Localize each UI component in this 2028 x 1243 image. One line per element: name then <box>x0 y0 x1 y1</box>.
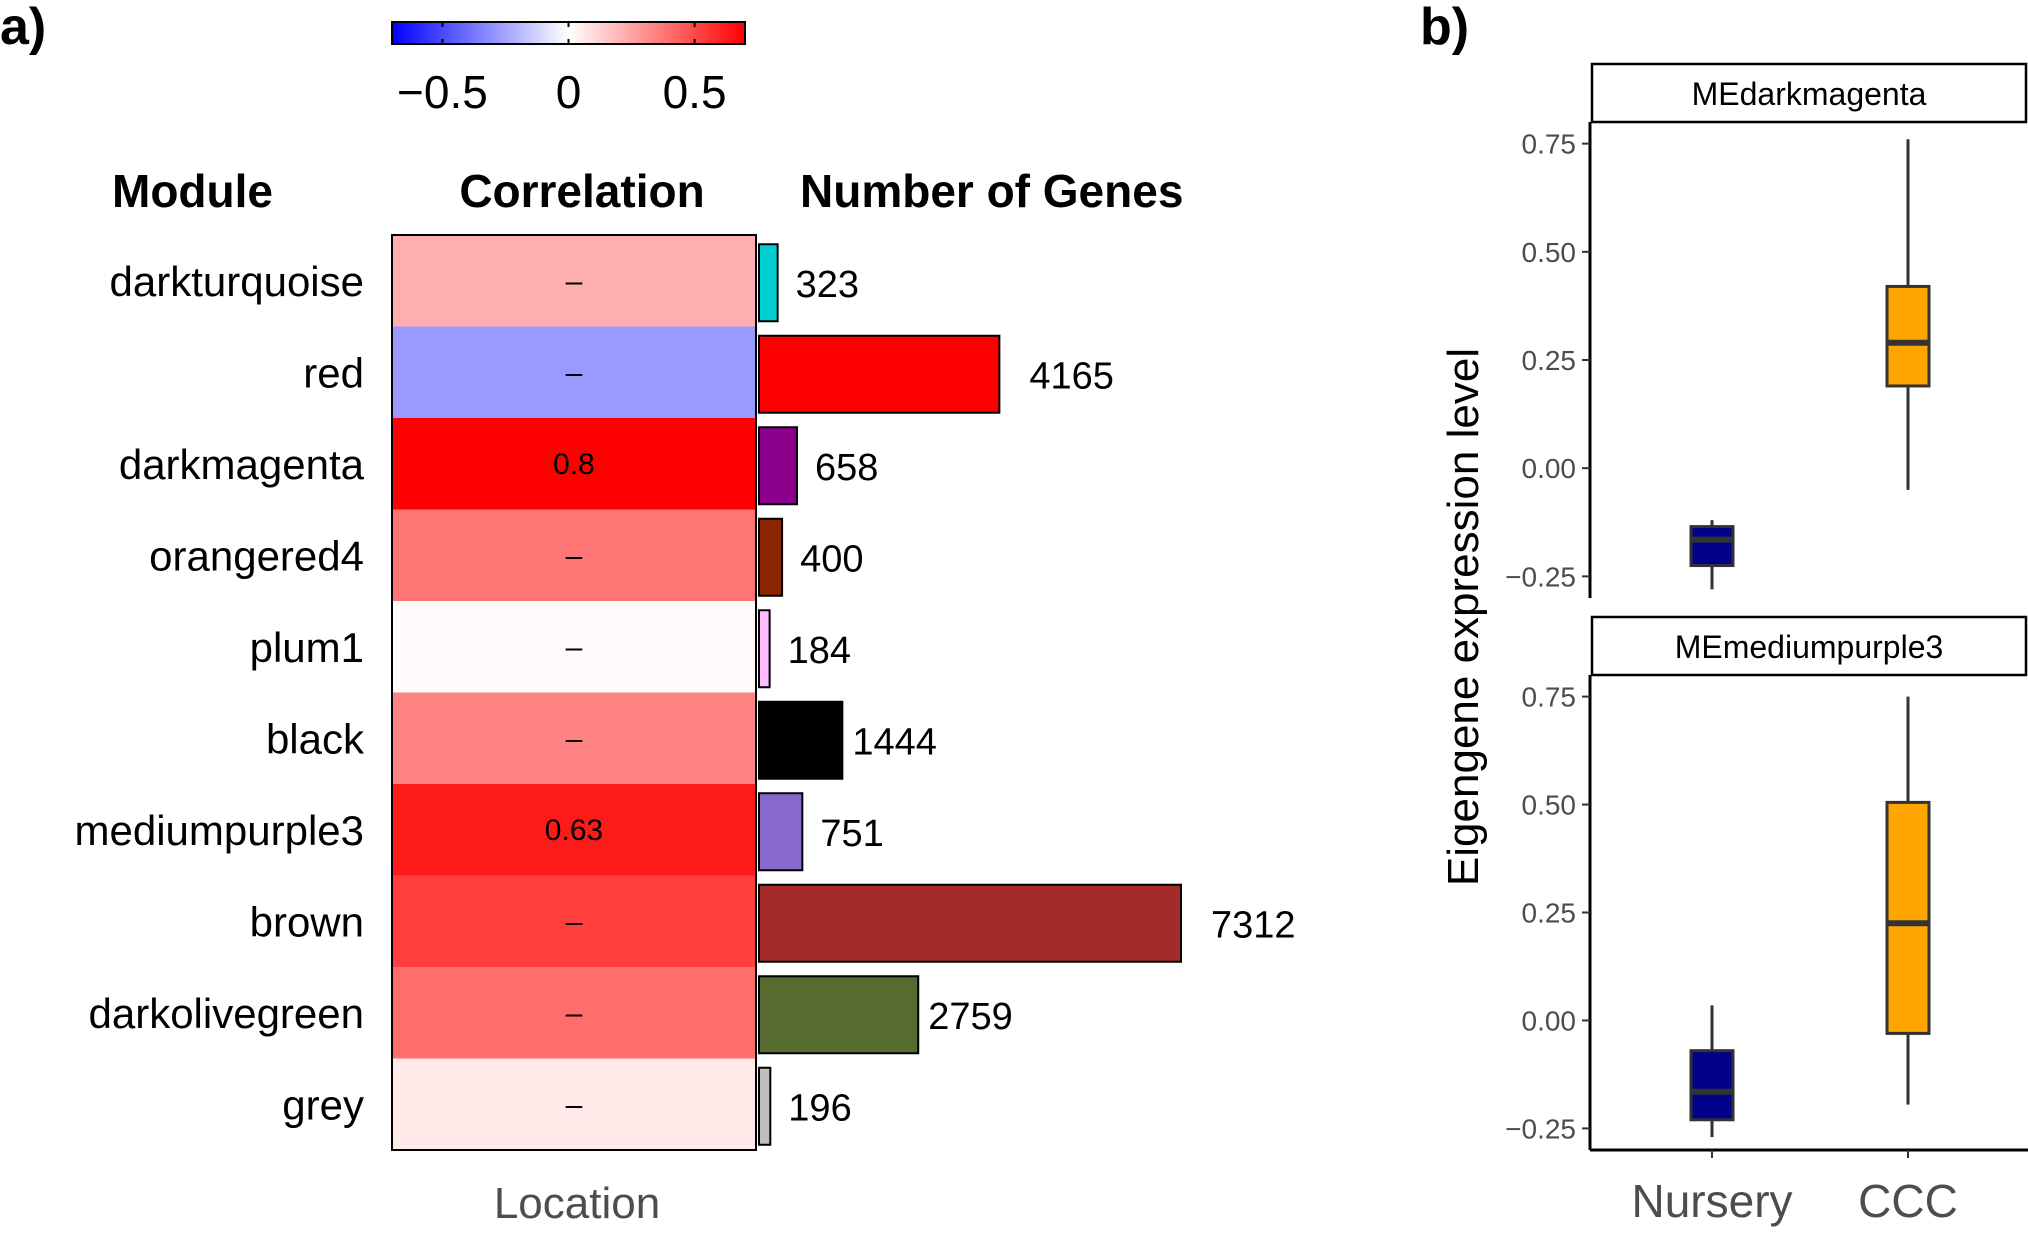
heatmap-cell <box>392 418 756 510</box>
gene-count-label: 184 <box>788 630 851 672</box>
y-tick-label: −0.25 <box>1505 561 1576 592</box>
box-body <box>1885 800 1931 1035</box>
heatmap-cell <box>392 875 756 968</box>
heatmap-cell <box>392 784 756 876</box>
facet-strip <box>1590 62 2028 124</box>
colorbar-tick-label: −0.5 <box>397 66 488 118</box>
heatmap-cell-label: – <box>566 356 583 389</box>
module-label: plum1 <box>250 624 364 671</box>
module-label: darkturquoise <box>110 258 364 305</box>
y-tick-label: 0.50 <box>1522 790 1577 821</box>
module-label: black <box>266 715 365 762</box>
heatmap-cell-label: – <box>566 631 583 664</box>
module-label: brown <box>250 898 364 945</box>
heatmap-cell <box>392 692 756 785</box>
heatmap-cell-label: – <box>566 722 583 755</box>
heatmap-cell <box>392 967 756 1059</box>
y-tick-label: −0.25 <box>1505 1113 1576 1144</box>
gene-count-bar <box>758 1066 772 1146</box>
heatmap-cell-label: – <box>566 1088 583 1121</box>
facet-title: MEmediumpurple3 <box>1675 629 1944 665</box>
module-label: red <box>303 349 364 396</box>
colorbar: −0.5 0 0.5 <box>391 21 746 118</box>
gene-count-label: 658 <box>815 447 878 489</box>
gene-count-label: 323 <box>796 264 859 306</box>
y-tick-label: 0.00 <box>1522 1005 1577 1036</box>
x-tick-label: Nursery <box>1631 1175 1792 1227</box>
header-correlation: Correlation <box>459 165 704 217</box>
heatmap-cell-label: 0.8 <box>553 448 595 481</box>
y-tick-label: 0.25 <box>1522 898 1577 929</box>
colorbar-ticks: −0.5 0 0.5 <box>397 22 727 118</box>
heatmap-cell <box>392 509 756 602</box>
heatmap-cell-label: – <box>566 905 583 938</box>
heatmap-cell <box>392 601 756 693</box>
module-label: darkolivegreen <box>88 990 364 1037</box>
facet-title: MEdarkmagenta <box>1692 76 1927 112</box>
facet-strip <box>1590 615 2028 677</box>
y-tick-label: 0.25 <box>1522 345 1577 376</box>
correlation-heatmap: – darkturquoise – red 0.8 darkmagenta – oranger… <box>75 234 757 1151</box>
gene-count-bar <box>758 517 784 597</box>
module-label: darkmagenta <box>119 441 365 488</box>
gene-count-label: 196 <box>788 1087 851 1129</box>
gene-count-label: 751 <box>820 813 883 855</box>
colorbar-tick-label: 0 <box>556 66 582 118</box>
boxplot-y-label: Eigengene expression level <box>1439 348 1488 886</box>
module-label: orangered4 <box>149 532 364 579</box>
module-label: grey <box>282 1081 364 1128</box>
gene-count-label: 7312 <box>1211 904 1296 946</box>
x-tick-label: CCC <box>1858 1175 1958 1227</box>
gene-count-bar <box>758 243 779 323</box>
header-module: Module <box>112 165 273 217</box>
y-tick-label: 0.50 <box>1522 237 1577 268</box>
heatmap-cell <box>392 1058 756 1151</box>
header-genes: Number of Genes <box>800 165 1183 217</box>
module-label: mediumpurple3 <box>75 807 365 854</box>
heatmap-cell <box>392 235 756 327</box>
colorbar-tick-label: 0.5 <box>663 66 727 118</box>
gene-count-bar <box>758 792 804 872</box>
y-tick-label: 0.00 <box>1522 453 1577 484</box>
heatmap-cell <box>392 326 756 419</box>
gene-count-bar <box>758 700 844 780</box>
heatmap-cell-label: 0.63 <box>545 814 603 847</box>
gene-count-bar <box>758 426 798 506</box>
box-body <box>1885 284 1931 388</box>
gene-count-bar <box>758 609 771 689</box>
panel-b-label: b) <box>1420 0 1469 56</box>
gene-count-bar <box>758 883 1182 963</box>
heatmap-cell-label: – <box>566 997 583 1030</box>
box-body <box>1689 1049 1735 1122</box>
heatmap-cell-label: – <box>566 265 583 298</box>
heatmap-cell-label: – <box>566 539 583 572</box>
y-tick-label: 0.75 <box>1522 682 1577 713</box>
boxplot-panels: MEdarkmagenta −0.25 0.00 0.25 0.50 0.75 MEmedi… <box>1505 62 2028 1227</box>
heatmap-x-label: Location <box>494 1179 660 1228</box>
box-body <box>1689 525 1735 568</box>
gene-count-label: 400 <box>800 538 863 580</box>
gene-count-label: 4165 <box>1029 355 1114 397</box>
gene-count-bar <box>758 334 1001 414</box>
y-tick-label: 0.75 <box>1522 129 1577 160</box>
gene-count-bar <box>758 975 920 1055</box>
gene-count-bars: 323 4165 658 400 184 1444 751 7312 2759 196 <box>758 243 1296 1146</box>
heatmap-border <box>391 234 757 1151</box>
panel-a-label: a) <box>0 0 46 56</box>
gene-count-label: 2759 <box>928 996 1013 1038</box>
gene-count-label: 1444 <box>852 721 937 763</box>
